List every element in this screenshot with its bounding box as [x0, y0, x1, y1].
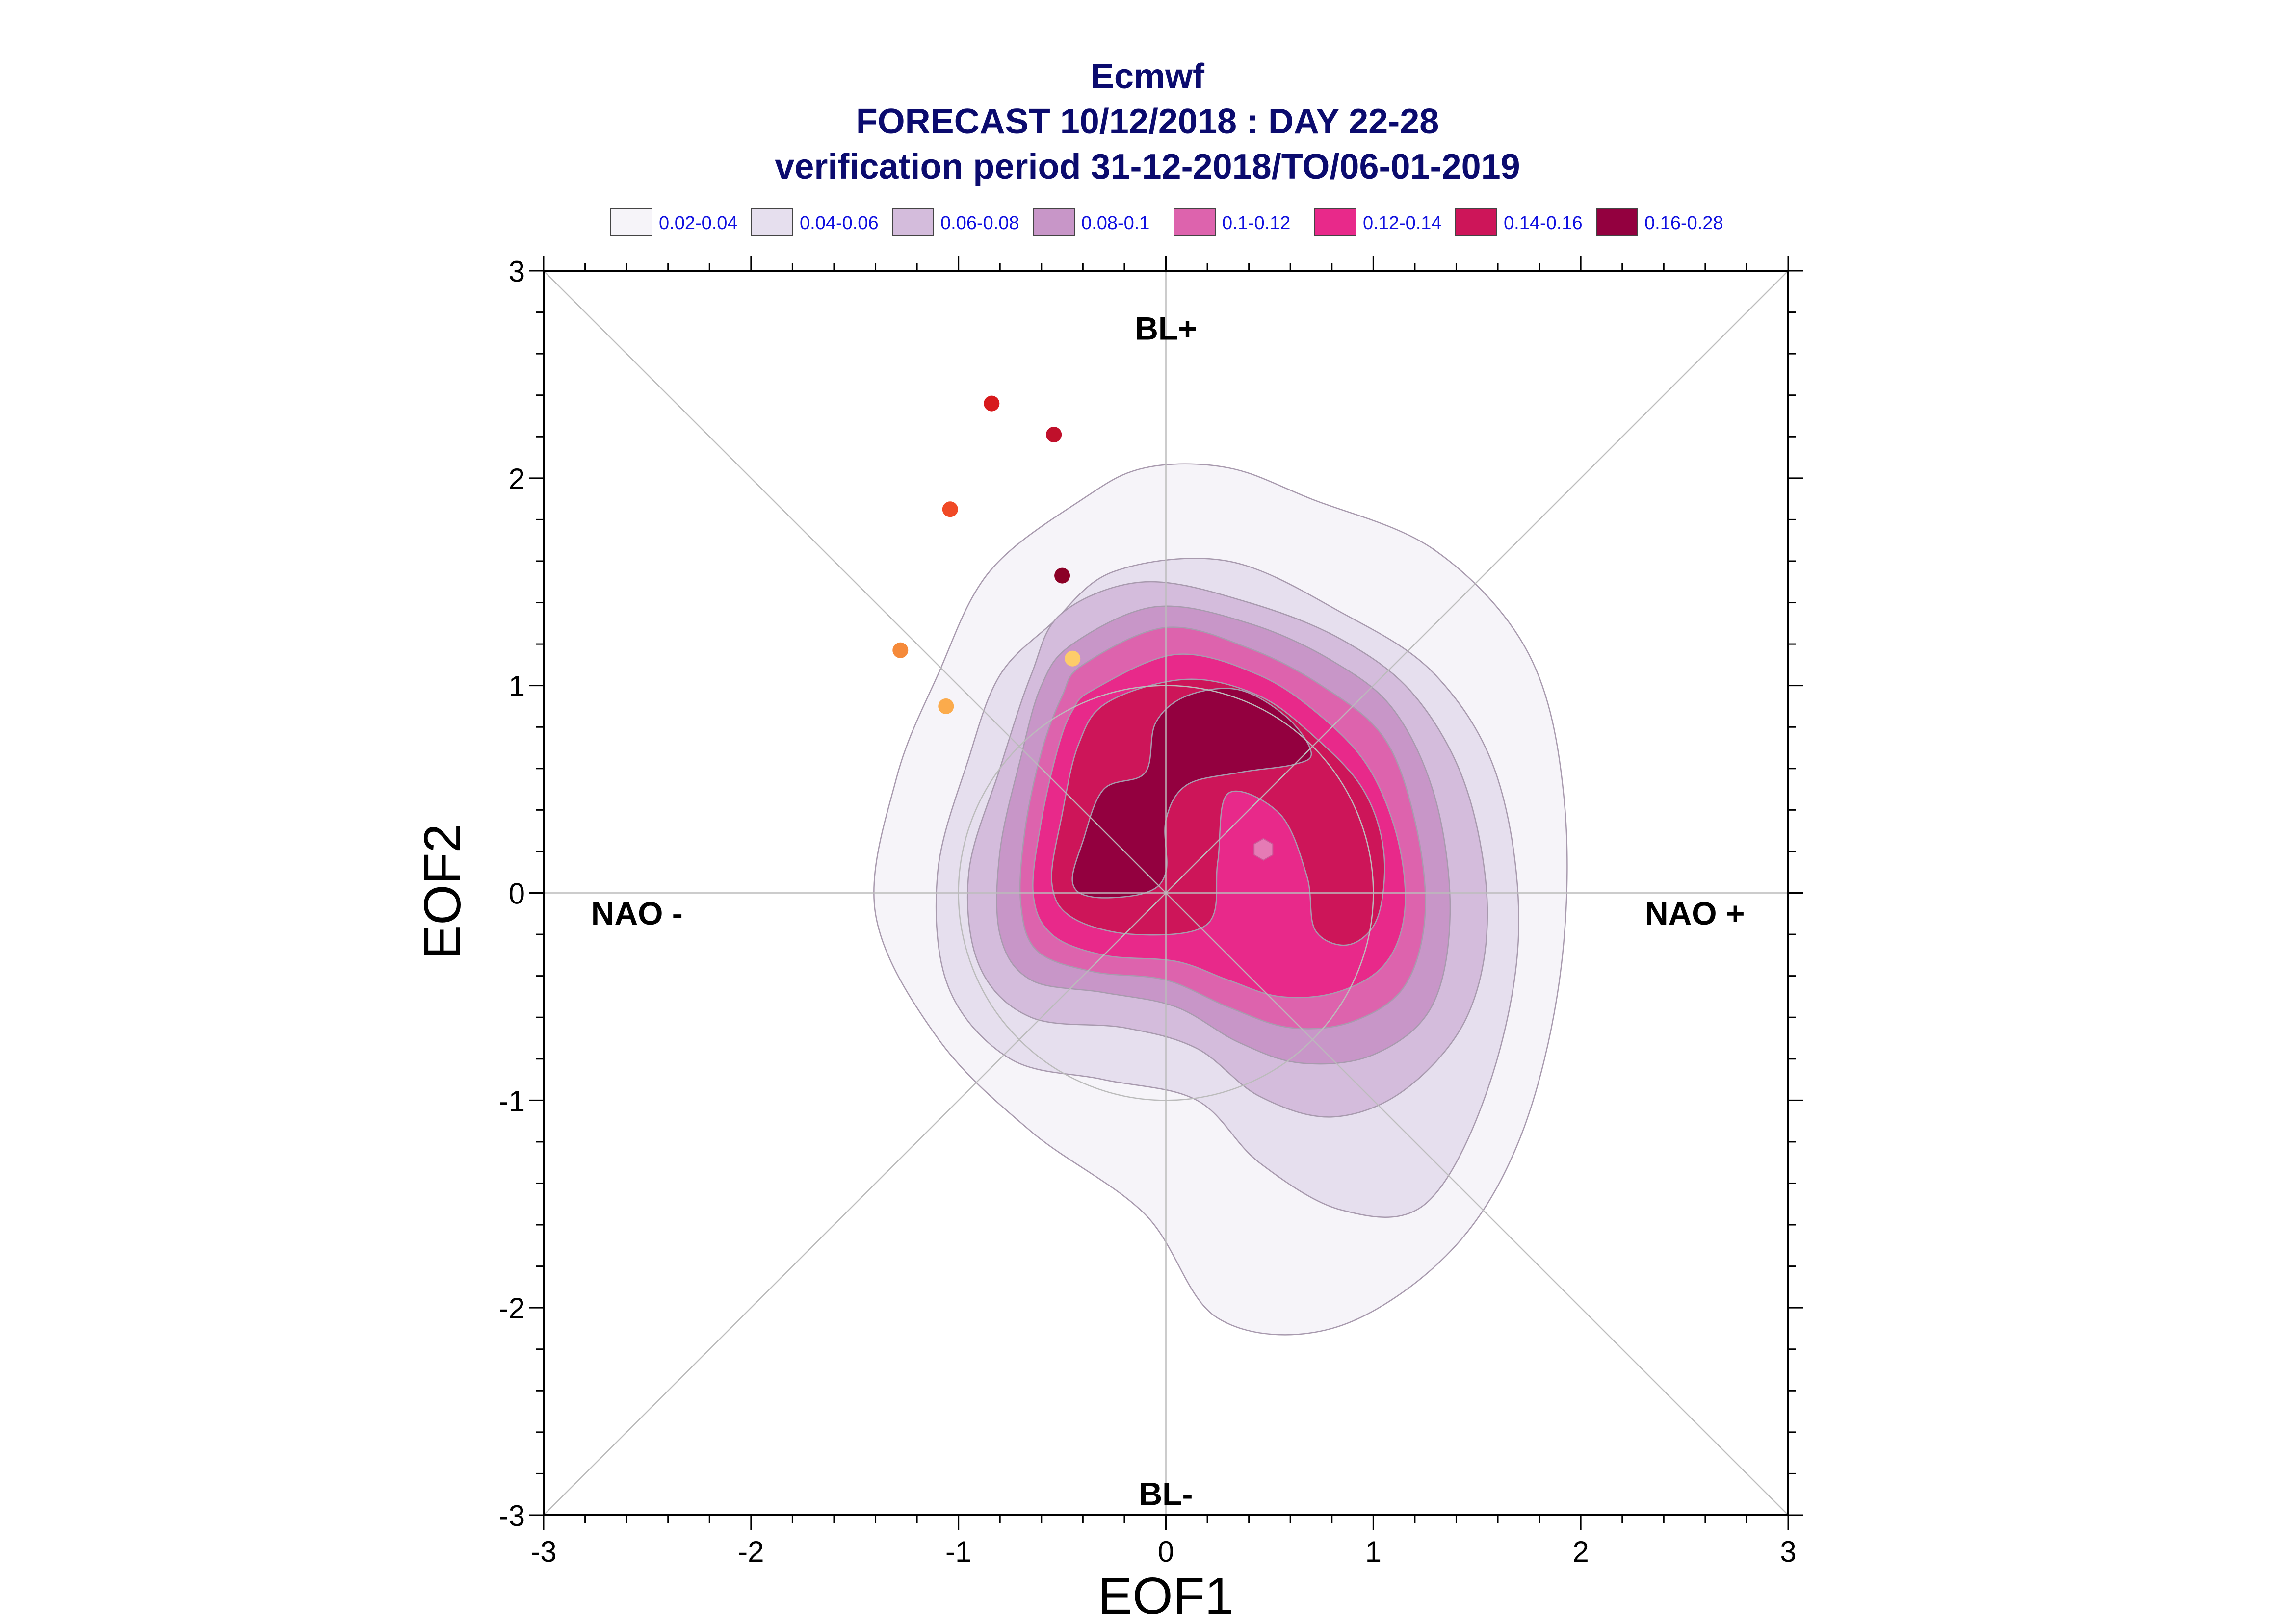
legend-label: 0.16-0.28 — [1644, 213, 1723, 233]
legend-label: 0.02-0.04 — [659, 213, 738, 233]
x-tick-label: -1 — [945, 1535, 971, 1568]
ensemble-mean-marker — [1253, 838, 1274, 861]
legend-label: 0.1-0.12 — [1222, 213, 1290, 233]
x-tick-label: 3 — [1780, 1535, 1796, 1568]
regime-label: NAO - — [591, 895, 683, 931]
axis-labels: EOF1 EOF2 — [414, 824, 1233, 1624]
scatter-point — [942, 501, 958, 517]
chart-title: Ecmwf FORECAST 10/12/2018 : DAY 22-28 ve… — [775, 57, 1520, 186]
legend-swatch — [1596, 208, 1638, 236]
regime-labels: BL+ BL- NAO - NAO + — [591, 310, 1745, 1512]
scatter-point — [892, 642, 909, 658]
regime-label: BL+ — [1135, 310, 1197, 346]
legend-swatch — [1033, 208, 1075, 236]
x-axis-title: EOF1 — [1098, 1567, 1234, 1624]
title-line-3: verification period 31-12-2018/TO/06-01-… — [775, 147, 1520, 186]
legend-swatch — [1455, 208, 1497, 236]
density-contours — [873, 463, 1568, 1336]
y-tick-label: -1 — [499, 1084, 525, 1117]
plot-area: BL+ BL- NAO - NAO + -3 -2 -1 0 1 2 3 -3 -2 -1 0 1 2 3 — [499, 255, 1803, 1568]
legend-swatch — [751, 208, 793, 236]
member-points — [892, 395, 1274, 861]
legend-swatch — [1314, 208, 1356, 236]
legend: 0.02-0.04 0.04-0.06 0.06-0.08 0.08-0.1 0.1-0… — [610, 208, 1723, 236]
legend-swatch — [1174, 208, 1216, 236]
title-line-1: Ecmwf — [1091, 57, 1205, 96]
scatter-point — [1054, 567, 1070, 584]
guide-lines — [543, 270, 1789, 1516]
x-tick-label: 0 — [1158, 1535, 1174, 1568]
title-line-2: FORECAST 10/12/2018 : DAY 22-28 — [856, 102, 1439, 141]
x-tick-label: 1 — [1365, 1535, 1382, 1568]
legend-swatch — [610, 208, 652, 236]
legend-label: 0.14-0.16 — [1504, 213, 1583, 233]
scatter-point — [938, 698, 954, 714]
y-tick-label: -2 — [499, 1292, 525, 1325]
reference-circle — [958, 685, 1374, 1101]
y-tick-label: 3 — [509, 255, 525, 288]
axis-ticks: -3 -2 -1 0 1 2 3 -3 -2 -1 0 1 2 3 — [499, 255, 1803, 1568]
x-tick-label: -2 — [738, 1535, 764, 1568]
legend-label: 0.06-0.08 — [940, 213, 1019, 233]
y-tick-label: 2 — [509, 463, 525, 495]
y-axis-title: EOF2 — [414, 824, 471, 960]
x-tick-label: 2 — [1572, 1535, 1589, 1568]
scatter-point — [1046, 427, 1062, 443]
legend-label: 0.04-0.06 — [800, 213, 879, 233]
legend-swatch — [892, 208, 934, 236]
regime-label: NAO + — [1645, 895, 1745, 931]
y-tick-label: 0 — [509, 877, 525, 910]
y-tick-label: -3 — [499, 1499, 525, 1532]
legend-label: 0.12-0.14 — [1363, 213, 1442, 233]
y-tick-label: 1 — [509, 670, 525, 703]
scatter-point — [1065, 650, 1081, 667]
legend-label: 0.08-0.1 — [1081, 213, 1149, 233]
x-tick-label: -3 — [530, 1535, 556, 1568]
scatter-point — [984, 395, 1000, 412]
regime-label: BL- — [1139, 1476, 1193, 1512]
